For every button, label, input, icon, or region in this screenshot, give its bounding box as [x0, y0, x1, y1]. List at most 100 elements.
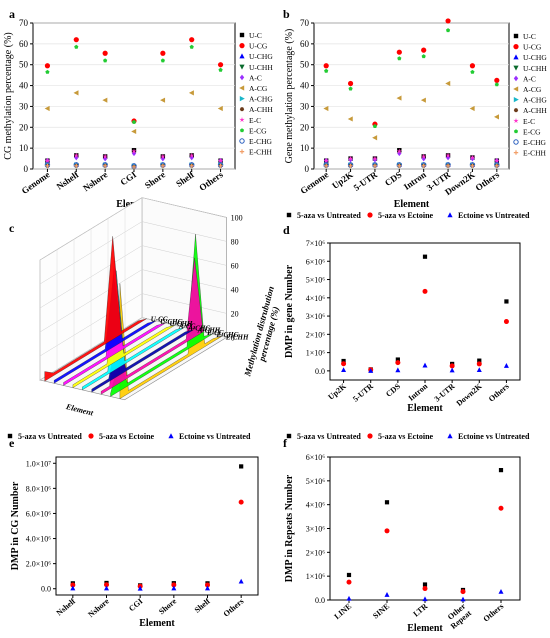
data-point — [445, 154, 451, 161]
y-axis-label: CG methylation percentage (%) — [3, 32, 14, 159]
data-point — [131, 128, 137, 135]
legend-label: Ectoine vs Untreated — [458, 432, 530, 441]
legend-label: E-C — [249, 116, 261, 125]
y-tick-label: 5×10⁶ — [306, 276, 326, 285]
x-axis-label: Element — [394, 199, 430, 210]
series-label: A-CG — [178, 322, 196, 330]
legend-label: 5-aza vs Ectoine — [378, 432, 434, 441]
surface-ridge — [100, 257, 204, 395]
legend-label: Ectoine vs Untreated — [458, 211, 530, 220]
legend-label: E-CG — [249, 126, 267, 135]
y-tick-label: 10 — [19, 143, 29, 153]
legend-marker — [239, 117, 245, 123]
data-point — [449, 363, 455, 369]
z-tick-label: 40 — [231, 285, 239, 294]
data-point — [73, 90, 79, 96]
legend-marker — [447, 212, 453, 218]
legend-marker — [513, 150, 519, 155]
data-point — [131, 150, 137, 157]
data-point — [44, 63, 51, 69]
data-point — [218, 67, 223, 72]
legend-label: 5-aza vs Untreated — [18, 432, 82, 441]
data-point — [469, 154, 476, 160]
legend-label: U-C — [249, 31, 262, 40]
legend-label: A-CHG — [249, 95, 273, 104]
data-point — [421, 47, 427, 53]
legend-label: U-CHG — [249, 52, 273, 61]
y-axis-label: DMP in Repeats Number — [284, 474, 295, 582]
legend-label: E-CHG — [523, 138, 546, 147]
data-point — [422, 362, 428, 368]
data-point — [217, 105, 223, 112]
data-point — [494, 82, 499, 87]
legend-label: A-CHH — [249, 105, 273, 114]
legend-label: A-C — [523, 74, 536, 83]
y-tick-label: 0 — [24, 164, 29, 174]
data-point — [445, 18, 451, 24]
y-tick-label: 1×10⁶ — [306, 572, 326, 581]
y-tick-label: 70 — [300, 18, 310, 28]
data-point — [73, 152, 79, 158]
data-point — [218, 163, 223, 169]
data-point — [384, 528, 390, 534]
series-label: U-CG — [151, 316, 168, 324]
panel-c-chart: 0 20 40 60 80 100 E-CHHE-CHGE-CGA-CHHA-CHGA-CG… — [39, 197, 281, 418]
data-point — [160, 155, 166, 162]
legend-marker — [447, 433, 453, 439]
data-point — [477, 358, 482, 363]
legend-marker — [367, 212, 373, 218]
data-point — [104, 582, 109, 588]
data-point — [160, 163, 166, 169]
data-point — [368, 368, 374, 373]
data-point — [395, 360, 401, 366]
data-point — [460, 589, 466, 595]
y-tick-label: 40 — [300, 81, 310, 91]
series-label: E-CHH — [225, 333, 249, 341]
z-tick-label: 80 — [231, 237, 239, 246]
data-point — [498, 468, 504, 473]
data-point — [470, 163, 475, 169]
y-tick-label: 4.0×10⁶ — [26, 535, 52, 544]
data-point — [498, 505, 504, 511]
plot-frame — [55, 456, 259, 596]
data-point — [346, 572, 352, 578]
legend-marker — [513, 44, 519, 50]
data-point — [45, 163, 50, 169]
legend-marker — [239, 128, 245, 133]
data-point — [372, 155, 378, 161]
y-tick-label: 1×10⁶ — [306, 349, 326, 358]
legend-marker — [286, 433, 292, 439]
data-point — [469, 63, 476, 69]
data-point — [160, 50, 166, 56]
data-point — [421, 163, 426, 169]
data-point — [348, 163, 353, 169]
panel-label-a: a — [9, 7, 15, 21]
series-label: U-CHG — [160, 318, 183, 326]
y-tick-label: 1.0×10⁷ — [26, 459, 52, 468]
legend-marker — [286, 212, 292, 218]
data-point — [384, 592, 390, 597]
y-tick-label: 8.0×10⁶ — [26, 484, 52, 493]
legend-marker — [513, 129, 519, 134]
data-point — [102, 155, 108, 162]
data-point — [422, 596, 428, 602]
data-point — [102, 50, 108, 56]
legend-label: U-CHG — [523, 53, 547, 62]
x-axis-label: Element — [139, 618, 175, 629]
y-tick-label: 2×10⁶ — [306, 548, 326, 557]
data-point — [102, 153, 108, 159]
data-point — [422, 288, 428, 294]
legend-marker — [367, 433, 373, 439]
data-point — [476, 361, 482, 367]
y-tick-label: 3×10⁶ — [306, 312, 326, 321]
data-point — [341, 358, 346, 364]
surface-ridge — [44, 236, 147, 382]
data-point — [44, 105, 50, 112]
data-point — [205, 585, 210, 591]
data-point — [45, 69, 50, 74]
legend-marker — [239, 64, 245, 70]
data-point — [504, 299, 509, 304]
legend-marker — [168, 433, 174, 439]
y-tick-label: 6×10⁶ — [306, 453, 326, 462]
